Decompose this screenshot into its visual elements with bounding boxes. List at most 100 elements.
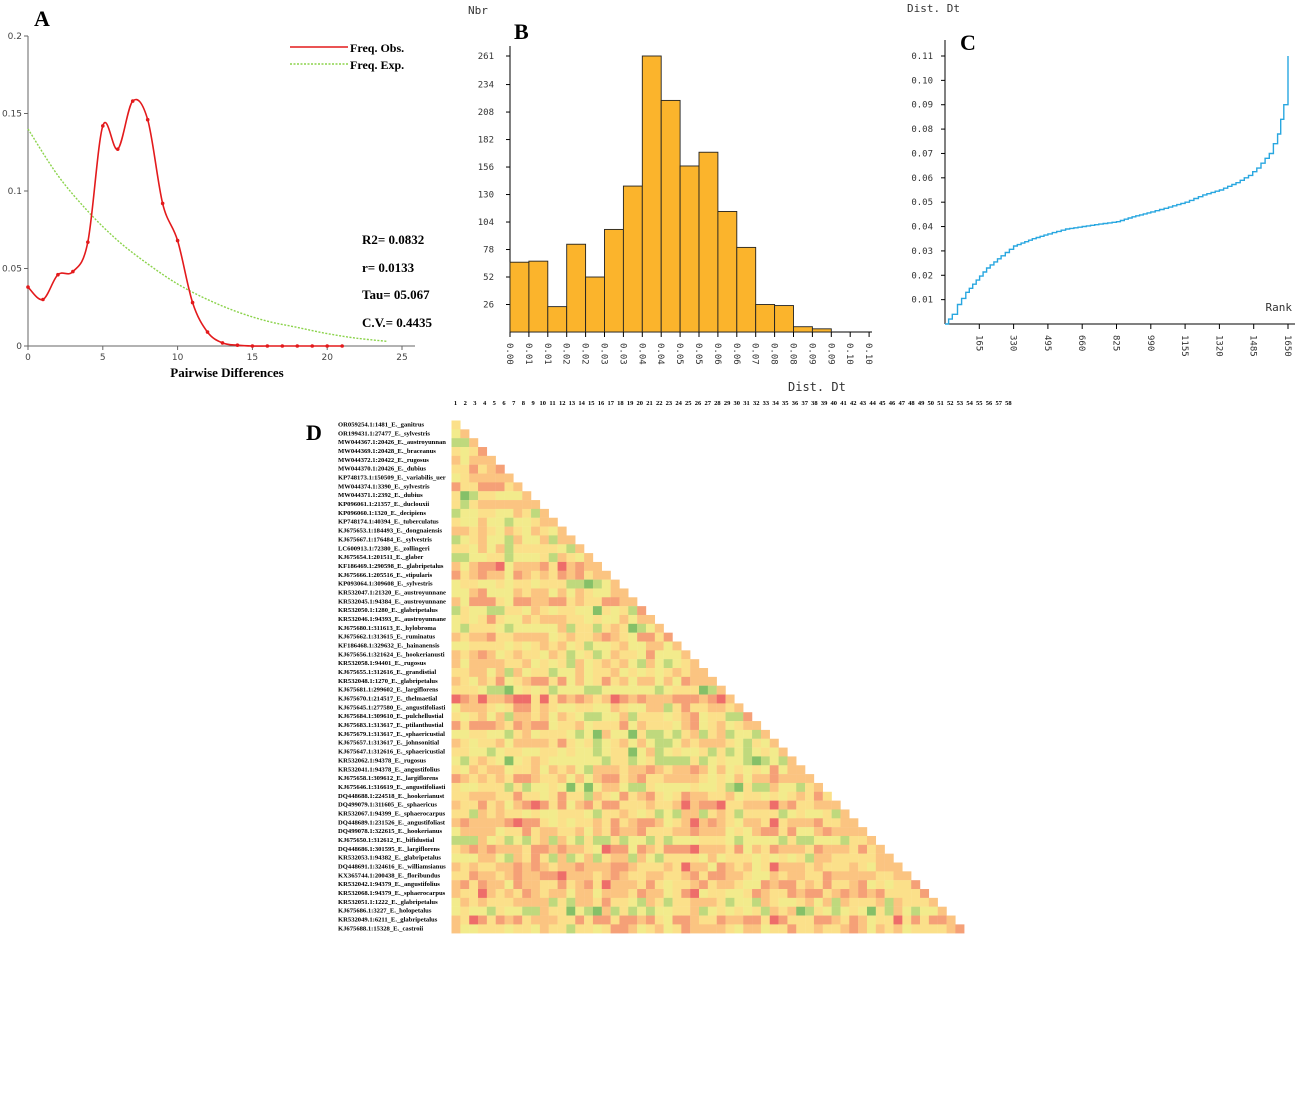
heatmap-cell [760,853,770,863]
panel-c-y-tick-label: 0.06 [911,174,933,184]
heatmap-cell [911,906,921,916]
heatmap-cell [469,455,479,465]
heatmap-cell [469,659,479,669]
heatmap-cell [486,676,496,686]
heatmap-cell [654,791,664,801]
heatmap-cell [566,544,576,554]
heatmap-cell [531,871,541,881]
heatmap-column-number: 52 [947,400,954,407]
heatmap-cell [495,685,505,695]
heatmap-cell [592,632,602,642]
heatmap-cell [884,897,894,907]
heatmap-cell [725,809,735,819]
heatmap-cell [451,614,461,625]
heatmap-cell [478,827,488,837]
heatmap-cell [513,712,523,722]
heatmap-row-label: MW044371.1:2392_E._dubius [338,492,423,499]
heatmap-cell [478,455,488,465]
heatmap-cell [690,747,700,757]
heatmap-cell [513,747,523,757]
heatmap-cell [584,906,594,916]
heatmap-cell [902,897,912,907]
heatmap-cell [637,641,647,651]
stat-cv: C.V.= 0.4435 [362,315,433,330]
heatmap-cell [699,782,709,792]
heatmap-column-number: 8 [522,400,526,407]
heatmap-cell [628,853,638,863]
heatmap-cell [663,818,673,828]
heatmap-cell [628,747,638,757]
heatmap-cell [637,871,647,881]
heatmap-cell [451,889,461,899]
heatmap-cell [699,791,709,801]
heatmap-cell [451,526,461,536]
heatmap-cell [831,835,841,846]
heatmap-cell [522,606,532,616]
heatmap-cell [813,862,823,872]
heatmap-cell [813,791,823,801]
heatmap-cell [460,588,470,598]
heatmap-column-number: 2 [464,400,467,407]
heatmap-cell [866,889,877,899]
heatmap-cell [734,844,744,854]
heatmap-cell [469,818,479,828]
heatmap-cell [663,641,673,651]
heatmap-row-label: KJ675650.1:312612_E._bifidustial [338,837,435,844]
heatmap-cell [645,782,656,792]
heatmap-cell [769,809,779,819]
heatmap-column-number: 35 [782,400,789,407]
heatmap-cell [584,721,594,731]
heatmap-cell [858,862,868,872]
heatmap-cell [557,765,567,775]
heatmap-cell [893,906,903,916]
heatmap-cell [743,827,753,837]
heatmap-cell [575,924,585,934]
heatmap-cell [769,880,779,890]
heatmap-cell [690,712,700,722]
heatmap-cell [478,553,488,563]
heatmap-cell [928,906,938,916]
heatmap-cell [451,729,461,739]
heatmap-cell [849,915,859,925]
heatmap-cell [699,862,709,872]
panel-b-x-tick-label: 0.06 [731,343,741,365]
heatmap-cell [531,623,541,633]
heatmap-cell [460,738,470,748]
heatmap-cell [495,844,505,854]
heatmap-cell [451,517,461,527]
heatmap-cell [893,862,903,872]
heatmap-column-number: 41 [840,400,847,407]
heatmap-cell [451,738,461,748]
heatmap-cell [628,703,638,713]
heatmap-cell [469,782,479,792]
heatmap-cell [725,844,735,854]
heatmap-cell [451,579,461,589]
heatmap-cell [840,818,850,828]
heatmap-cell [849,897,859,907]
heatmap-cell [760,835,770,846]
heatmap-cell [769,747,779,757]
heatmap-cell [566,782,576,792]
heatmap-cell [566,570,576,580]
heatmap-cell [699,721,709,731]
heatmap-cell [531,818,541,828]
heatmap-column-number: 20 [637,400,644,407]
heatmap-cell [557,862,567,872]
heatmap-cell [628,827,638,837]
heatmap-cell [805,809,815,819]
heatmap-cell [663,906,673,916]
heatmap-cell [610,668,620,678]
heatmap-cell [460,632,470,642]
stat-tau: Tau= 05.067 [362,287,430,302]
heatmap-cell [513,862,523,872]
heatmap-column-number: 51 [937,400,944,407]
heatmap-cell [707,756,717,766]
heatmap-cell [522,818,532,828]
heatmap-cell [902,880,912,890]
heatmap-cell [725,729,735,739]
heatmap-cell [469,694,479,704]
heatmap-cell [584,597,594,607]
heatmap-cell [486,712,496,722]
heatmap-cell [557,659,567,669]
heatmap-cell [460,508,470,518]
